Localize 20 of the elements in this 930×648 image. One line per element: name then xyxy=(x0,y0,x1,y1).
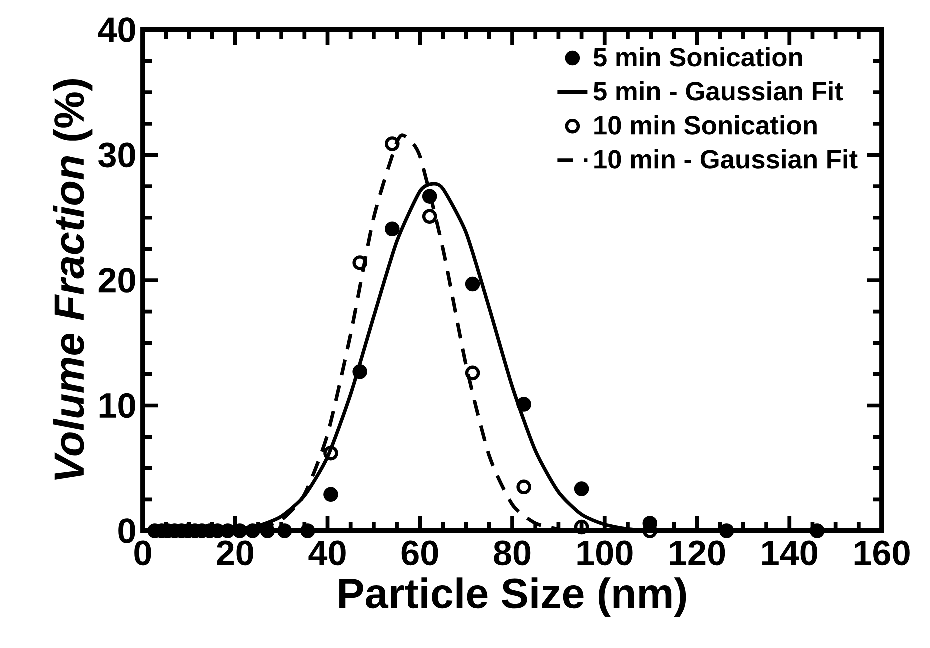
y-tick-label: 40 xyxy=(98,18,136,42)
legend-label: 10 min - Gaussian Fit xyxy=(594,150,858,169)
x-tick-label: 120 xyxy=(670,540,726,566)
x-tick-label: 0 xyxy=(134,540,152,566)
y-tick-label: 10 xyxy=(100,393,136,418)
x-tick-label: 140 xyxy=(762,540,818,566)
x-tick-label: 60 xyxy=(402,540,438,566)
legend-label: 5 min - Gaussian Fit xyxy=(594,81,844,101)
y-tick-label: 30 xyxy=(98,142,136,168)
x-tick-label: 80 xyxy=(494,540,531,566)
x-axis-title: Particle Size (nm) xyxy=(340,578,686,617)
y-axis-title: Volume Fraction (%) xyxy=(53,80,93,480)
x-tick-label: 160 xyxy=(854,540,910,566)
y-tick-label: 0 xyxy=(118,518,136,544)
legend-label: 5 min Sonication xyxy=(594,47,802,67)
x-tick-label: 20 xyxy=(217,540,254,566)
y-tick-label: 20 xyxy=(98,268,136,293)
x-tick-label: 40 xyxy=(308,540,346,566)
x-tick-label: 100 xyxy=(578,540,633,566)
legend-label: 10 min Sonication xyxy=(594,115,817,135)
